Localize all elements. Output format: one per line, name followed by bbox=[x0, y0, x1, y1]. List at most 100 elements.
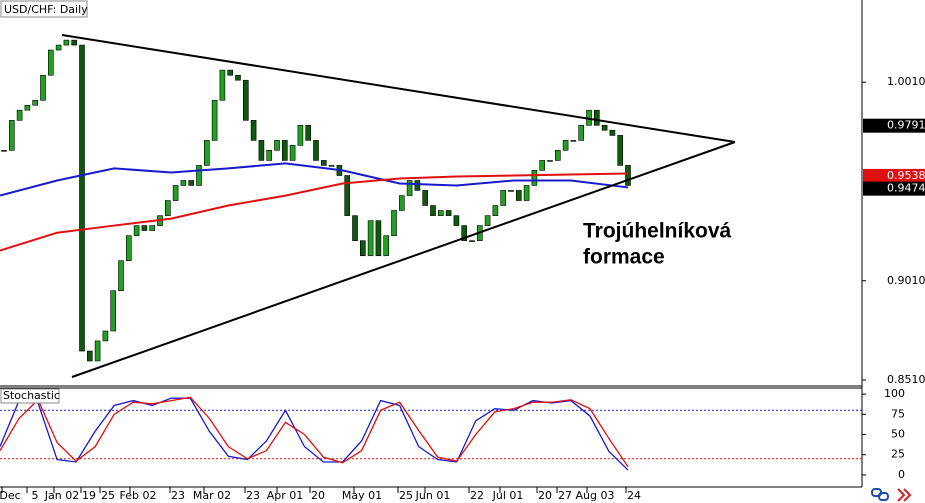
candle bbox=[609, 129, 616, 136]
candle bbox=[79, 44, 85, 352]
x-tick-label: Dec bbox=[0, 489, 21, 502]
candle bbox=[500, 190, 507, 206]
x-tick-label: 20 bbox=[311, 489, 325, 502]
price-tag bbox=[863, 118, 925, 133]
candle bbox=[297, 124, 304, 146]
candle bbox=[492, 205, 499, 216]
candle bbox=[601, 124, 608, 131]
x-tick-label: Jan 02 bbox=[44, 489, 79, 502]
annotation: formace bbox=[583, 246, 665, 269]
moving-average bbox=[0, 162, 629, 197]
panel-title: Stochastic bbox=[3, 389, 60, 402]
candle bbox=[445, 210, 452, 216]
candle bbox=[328, 165, 335, 167]
candle bbox=[47, 49, 54, 76]
candle bbox=[453, 215, 460, 226]
candle bbox=[391, 210, 397, 236]
candle bbox=[126, 235, 132, 262]
x-tick-label: 24 bbox=[627, 489, 641, 502]
chart-title: USD/CHF: Daily bbox=[4, 3, 88, 16]
y-tick-label: 25 bbox=[891, 448, 905, 461]
x-tick-label: Jul 01 bbox=[492, 489, 524, 502]
x-tick-label: 20 bbox=[538, 489, 552, 502]
price-tag bbox=[863, 168, 925, 183]
x-tick-label: May 01 bbox=[342, 489, 382, 502]
stochastic-panel: 100 75 50 25 0 bbox=[0, 387, 905, 481]
price-tag-label: 0.9791 bbox=[887, 119, 925, 132]
price-panel: 1.0010 0.9010 0.8510 Dec 5 Jan 02 19 25 Feb 02 23… bbox=[0, 39, 925, 502]
candle bbox=[383, 235, 390, 257]
toolbar-icons[interactable] bbox=[871, 488, 912, 502]
candle bbox=[63, 39, 70, 46]
candle bbox=[102, 330, 109, 342]
candle bbox=[227, 69, 233, 76]
candle bbox=[243, 79, 249, 121]
candle bbox=[16, 109, 23, 121]
candle bbox=[258, 140, 265, 161]
y-tick-label: 1.0010 bbox=[887, 75, 925, 88]
x-tick-label: Apr 01 bbox=[267, 489, 304, 502]
icon[interactable] bbox=[897, 488, 912, 502]
candle bbox=[344, 175, 351, 216]
candle bbox=[87, 350, 93, 362]
icon[interactable] bbox=[878, 492, 889, 501]
x-tick-label: 5 bbox=[32, 489, 39, 502]
candle bbox=[9, 120, 15, 151]
candle bbox=[484, 215, 491, 226]
candle bbox=[570, 140, 577, 142]
candle bbox=[211, 99, 218, 141]
title-box bbox=[0, 0, 88, 18]
candle bbox=[523, 185, 530, 201]
candle bbox=[422, 190, 429, 206]
candle bbox=[547, 160, 553, 162]
y-tick-label: 0.9010 bbox=[887, 274, 925, 287]
x-tick-label: Feb 02 bbox=[120, 489, 157, 502]
candle bbox=[204, 140, 210, 166]
candle bbox=[539, 160, 546, 171]
candle bbox=[375, 220, 382, 257]
candle bbox=[40, 74, 46, 101]
candle bbox=[305, 124, 312, 141]
candle bbox=[219, 69, 226, 101]
candle bbox=[133, 225, 140, 236]
candle bbox=[398, 195, 405, 211]
annotation: Trojúhelníková bbox=[583, 220, 732, 243]
candle bbox=[266, 150, 273, 161]
candle bbox=[352, 215, 358, 241]
y-tick-label: 100 bbox=[884, 387, 905, 400]
candle bbox=[625, 165, 631, 186]
x-tick-label: 22 bbox=[470, 489, 484, 502]
candle bbox=[71, 39, 77, 46]
candle bbox=[172, 185, 179, 201]
candle bbox=[593, 109, 600, 126]
price-tag-label: 0.9538 bbox=[887, 169, 925, 182]
y-tick-label: 0 bbox=[898, 468, 905, 481]
x-tick-label: Jun 01 bbox=[415, 489, 451, 502]
candle bbox=[437, 210, 444, 216]
stochastic-line bbox=[0, 396, 629, 468]
candle bbox=[149, 225, 155, 231]
candle bbox=[118, 260, 124, 291]
x-tick-label: Aug 03 bbox=[576, 489, 615, 502]
candle bbox=[165, 200, 171, 216]
candle bbox=[578, 124, 585, 141]
x-tick-label: Mar 02 bbox=[193, 489, 231, 502]
trend-line bbox=[71, 141, 736, 378]
candle bbox=[461, 225, 468, 241]
candle bbox=[617, 135, 624, 166]
candle bbox=[188, 180, 194, 186]
candle bbox=[289, 145, 296, 161]
x-tick-label: 23 bbox=[246, 489, 260, 502]
y-tick-label: 0.8510 bbox=[887, 373, 925, 386]
candle bbox=[250, 120, 257, 141]
candle bbox=[320, 160, 327, 166]
x-tick-label: 25 bbox=[399, 489, 413, 502]
candle bbox=[469, 240, 475, 242]
price-tag-label: 0.9474 bbox=[887, 182, 925, 195]
candle bbox=[235, 74, 241, 81]
candle bbox=[508, 190, 514, 192]
price-tag bbox=[863, 181, 925, 196]
candle bbox=[430, 205, 436, 216]
